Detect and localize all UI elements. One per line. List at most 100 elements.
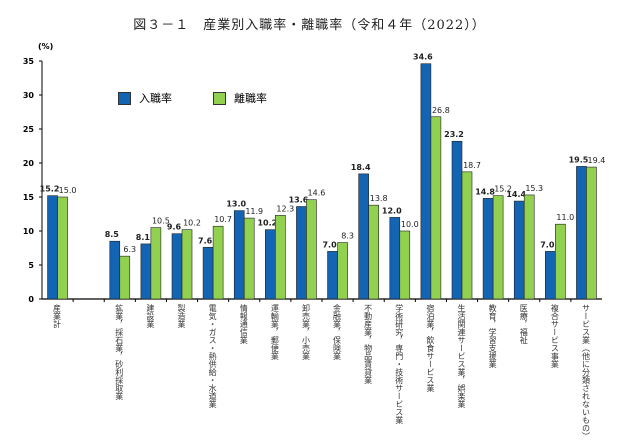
data-label-entry: 19.5 (569, 155, 589, 164)
y-tick-label: 30 (23, 91, 35, 100)
bar-exit (461, 171, 473, 300)
x-tick-label: 鉱業，採石業，砂利採取業 (114, 304, 124, 400)
x-tick-label: 建設業 (145, 304, 155, 328)
data-label-entry: 7.0 (322, 240, 337, 249)
x-tick-label: 運輸業，郵便業 (270, 304, 280, 360)
bar-entry (420, 63, 432, 300)
y-unit-label: (%) (38, 42, 54, 51)
bar-exit (306, 199, 317, 300)
legend-swatch-exit (213, 91, 226, 105)
bar-entry (482, 198, 494, 300)
data-label-exit: 12.3 (276, 204, 294, 213)
data-label-entry: 13.0 (226, 200, 246, 209)
bar-entry (327, 251, 338, 300)
x-tick-label: 学術研究，専門・技術サービス業 (394, 304, 404, 424)
x-tick-label: 電気・ガス・熱供給・水道業 (208, 304, 218, 408)
data-label-exit: 14.6 (308, 189, 326, 198)
bar-entry (233, 210, 245, 300)
bar-exit (181, 229, 193, 300)
data-label-entry: 12.0 (382, 206, 402, 215)
data-label-exit: 15.2 (494, 185, 512, 194)
data-label-exit: 26.8 (432, 106, 450, 115)
data-label-exit: 6.3 (123, 245, 136, 254)
bar-exit (586, 166, 597, 300)
bar-entry (358, 173, 369, 300)
data-label-exit: 8.3 (341, 232, 354, 241)
data-label-entry: 7.6 (198, 236, 213, 245)
data-label-exit: 15.3 (525, 184, 543, 193)
x-tick-label: 生活関連サービス業，娯楽業 (457, 304, 466, 408)
data-label-entry: 7.0 (540, 240, 555, 249)
data-label-entry: 34.6 (413, 53, 433, 62)
data-label-exit: 10.7 (214, 215, 232, 224)
x-tick-label: 情報通信業 (239, 304, 249, 344)
legend-exit: 離職率 (213, 90, 267, 106)
legend-entry: 入職率 (118, 90, 172, 106)
x-tick-label: 医療，福祉 (519, 304, 529, 344)
bar-exit (368, 204, 379, 300)
x-tick-label: 金融業，保険業 (332, 304, 342, 360)
x-tick-label: 複合サービス事業 (550, 304, 560, 368)
y-tick-label: 0 (28, 295, 34, 304)
data-label-exit: 18.7 (463, 161, 481, 170)
data-label-entry: 13.6 (289, 196, 309, 205)
data-label-entry: 15.2 (40, 185, 60, 194)
data-label-entry: 8.5 (105, 230, 120, 239)
bar-entry (296, 206, 307, 300)
data-label-exit: 15.0 (59, 186, 77, 195)
bar-entry (513, 200, 525, 300)
data-label-exit: 19.4 (588, 156, 606, 165)
chart-title: 図３－１ 産業別入職率・離職率（令和４年（2022）） (133, 18, 486, 33)
bar-exit (212, 225, 224, 300)
y-tick-label: 15 (23, 193, 35, 202)
bar-exit (337, 242, 348, 300)
bar-exit (555, 223, 566, 300)
bar-entry (389, 217, 401, 300)
data-label-entry: 14.4 (506, 190, 526, 199)
bar-entry (202, 247, 214, 300)
x-tick-label: サービス業（他に分類されないもの） (581, 304, 591, 440)
x-tick-label: 不動産業，物品賃貸業 (363, 304, 373, 384)
bar-entry (576, 166, 587, 300)
data-label-entry: 18.4 (351, 163, 371, 172)
legend-label-exit: 離職率 (234, 92, 267, 105)
y-tick-label: 20 (23, 159, 35, 168)
bar-exit (150, 227, 162, 300)
bar-entry (171, 233, 183, 300)
data-label-entry: 14.8 (475, 187, 495, 196)
bar-exit (492, 195, 504, 300)
data-label-exit: 10.2 (183, 219, 201, 228)
data-label-exit: 11.0 (556, 213, 574, 222)
x-tick-label: 製造業 (177, 304, 186, 328)
bar-entry (140, 243, 152, 300)
bar-exit (430, 116, 442, 300)
data-label-entry: 10.2 (257, 219, 277, 228)
y-tick-label: 10 (23, 227, 35, 236)
data-label-exit: 10.0 (401, 220, 419, 229)
x-tick-label: 宿泊業，飲食サービス業 (425, 304, 435, 392)
bar-exit (399, 230, 411, 300)
bar-exit (243, 217, 255, 300)
bar-exit (57, 196, 68, 300)
bar-exit (119, 255, 131, 300)
y-tick-label: 35 (23, 57, 35, 66)
bar-entry (451, 140, 463, 300)
bar-entry (47, 195, 58, 300)
bar-entry (545, 251, 556, 300)
x-tick-label: 産業計 (52, 304, 62, 328)
legend-label-entry: 入職率 (139, 92, 172, 105)
y-tick-label: 25 (23, 125, 35, 134)
x-tick-label: 教育，学習支援業 (488, 304, 498, 368)
data-label-exit: 11.9 (245, 207, 263, 216)
y-tick-label: 5 (28, 261, 34, 270)
data-label-entry: 23.2 (444, 130, 464, 139)
bar-entry (265, 229, 276, 300)
data-label-exit: 13.8 (370, 194, 388, 203)
data-label-exit: 10.5 (152, 217, 170, 226)
data-label-entry: 8.1 (136, 233, 151, 242)
x-tick-label: 卸売業，小売業 (301, 304, 311, 360)
bar-entry (109, 240, 121, 300)
data-label-entry: 9.6 (167, 223, 182, 232)
